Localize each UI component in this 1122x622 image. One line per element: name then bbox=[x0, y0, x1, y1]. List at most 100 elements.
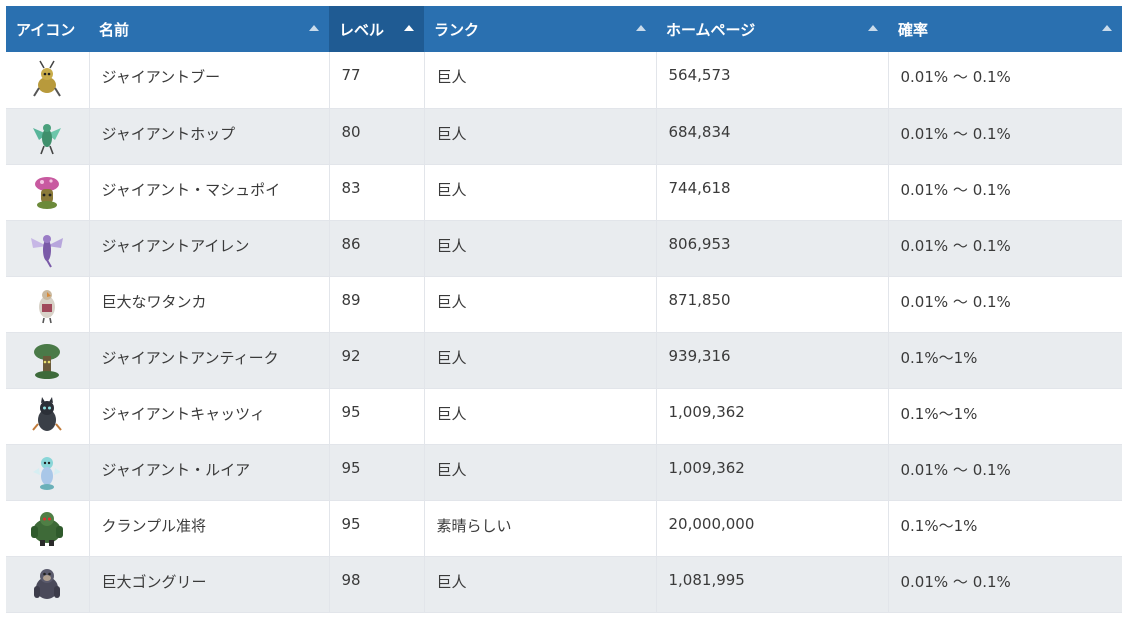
homepage-cell: 684,834 bbox=[656, 108, 889, 165]
hawk-monster-icon bbox=[39, 290, 56, 324]
column-header-homepage[interactable]: ホームページ bbox=[656, 6, 888, 52]
level-cell: 98 bbox=[329, 556, 425, 613]
name-cell: 巨大なワタンカ bbox=[89, 276, 330, 333]
sort-arrow-icon[interactable] bbox=[309, 25, 319, 31]
sort-arrow-icon[interactable] bbox=[1102, 25, 1112, 31]
probability-cell: 0.01% ～ 0.1% bbox=[888, 164, 1122, 221]
probability-cell: 0.01% ～ 0.1% bbox=[888, 276, 1122, 333]
table-row[interactable]: クランプル准将 95 素晴らしい 20,000,000 0.1%～1% bbox=[6, 500, 1122, 557]
homepage-cell: 806,953 bbox=[656, 220, 889, 277]
rank-cell: 巨人 bbox=[424, 276, 657, 333]
table-row[interactable]: 巨大ゴングリー 98 巨人 1,081,995 0.01% ～ 0.1% bbox=[6, 556, 1122, 613]
icon-cell bbox=[6, 556, 90, 613]
rank-cell: 巨人 bbox=[424, 556, 657, 613]
monster-table-container: アイコン 名前 レベル ランク ホームページ bbox=[6, 6, 1122, 613]
sort-arrow-icon[interactable] bbox=[404, 25, 414, 31]
icon-cell bbox=[6, 164, 90, 221]
column-header-name[interactable]: 名前 bbox=[89, 6, 329, 52]
icon-cell bbox=[6, 388, 90, 445]
winged-insect-monster-icon bbox=[33, 124, 62, 155]
table-row[interactable]: ジャイアントキャッツィ 95 巨人 1,009,362 0.1%～1% bbox=[6, 388, 1122, 445]
homepage-cell: 939,316 bbox=[656, 332, 889, 389]
level-cell: 95 bbox=[329, 500, 425, 557]
level-cell: 83 bbox=[329, 164, 425, 221]
icon-cell bbox=[6, 220, 90, 277]
name-cell: ジャイアントキャッツィ bbox=[89, 388, 330, 445]
homepage-cell: 1,081,995 bbox=[656, 556, 889, 613]
column-header-level[interactable]: レベル bbox=[329, 6, 424, 52]
table-row[interactable]: 巨大なワタンカ 89 巨人 871,850 0.01% ～ 0.1% bbox=[6, 276, 1122, 333]
gorilla-monster-icon bbox=[34, 569, 61, 599]
name-cell: 巨大ゴングリー bbox=[89, 556, 330, 613]
level-cell: 86 bbox=[329, 220, 425, 277]
icon-cell bbox=[6, 276, 90, 333]
name-cell: ジャイアントホップ bbox=[89, 108, 330, 165]
dragonfly-monster-icon bbox=[31, 235, 64, 268]
column-header-label: 確率 bbox=[898, 20, 929, 39]
homepage-cell: 564,573 bbox=[656, 52, 889, 109]
table-row[interactable]: ジャイアントアンティーク 92 巨人 939,316 0.1%～1% bbox=[6, 332, 1122, 389]
rank-cell: 巨人 bbox=[424, 108, 657, 165]
rank-cell: 巨人 bbox=[424, 220, 657, 277]
table-body: ジャイアントブー 77 巨人 564,573 0.01% ～ 0.1% ジャイアントホップ… bbox=[6, 52, 1122, 613]
column-header-label: アイコン bbox=[16, 20, 76, 39]
level-cell: 95 bbox=[329, 444, 425, 501]
rank-cell: 巨人 bbox=[424, 444, 657, 501]
table-header: アイコン 名前 レベル ランク ホームページ bbox=[6, 6, 1122, 52]
probability-cell: 0.1%～1% bbox=[888, 500, 1122, 557]
name-cell: ジャイアント・マシュポイ bbox=[89, 164, 330, 221]
homepage-cell: 1,009,362 bbox=[656, 388, 889, 445]
tree-monster-icon bbox=[34, 344, 61, 379]
rank-cell: 素晴らしい bbox=[424, 500, 657, 557]
name-cell: ジャイアント・ルイア bbox=[89, 444, 330, 501]
table-row[interactable]: ジャイアントブー 77 巨人 564,573 0.01% ～ 0.1% bbox=[6, 52, 1122, 109]
probability-cell: 0.1%～1% bbox=[888, 332, 1122, 389]
column-header-label: ランク bbox=[434, 20, 480, 39]
monster-table: アイコン 名前 レベル ランク ホームページ bbox=[6, 6, 1122, 613]
fairy-monster-icon bbox=[33, 457, 62, 490]
probability-cell: 0.01% ～ 0.1% bbox=[888, 108, 1122, 165]
name-cell: ジャイアントアンティーク bbox=[89, 332, 330, 389]
level-cell: 89 bbox=[329, 276, 425, 333]
homepage-cell: 1,009,362 bbox=[656, 444, 889, 501]
mushroom-monster-icon bbox=[35, 177, 60, 209]
probability-cell: 0.01% ～ 0.1% bbox=[888, 444, 1122, 501]
probability-cell: 0.1%～1% bbox=[888, 388, 1122, 445]
homepage-cell: 744,618 bbox=[656, 164, 889, 221]
rank-cell: 巨人 bbox=[424, 164, 657, 221]
table-row[interactable]: ジャイアントアイレン 86 巨人 806,953 0.01% ～ 0.1% bbox=[6, 220, 1122, 277]
rank-cell: 巨人 bbox=[424, 332, 657, 389]
icon-cell bbox=[6, 500, 90, 557]
name-cell: クランプル准将 bbox=[89, 500, 330, 557]
sort-arrow-icon[interactable] bbox=[868, 25, 878, 31]
probability-cell: 0.01% ～ 0.1% bbox=[888, 220, 1122, 277]
column-header-probability[interactable]: 確率 bbox=[888, 6, 1122, 52]
table-row[interactable]: ジャイアント・ルイア 95 巨人 1,009,362 0.01% ～ 0.1% bbox=[6, 444, 1122, 501]
column-header-label: 名前 bbox=[99, 20, 130, 39]
column-header-rank[interactable]: ランク bbox=[424, 6, 656, 52]
sort-arrow-icon[interactable] bbox=[636, 25, 646, 31]
rank-cell: 巨人 bbox=[424, 52, 657, 109]
ogre-monster-icon bbox=[31, 512, 64, 546]
probability-cell: 0.01% ～ 0.1% bbox=[888, 52, 1122, 109]
icon-cell bbox=[6, 444, 90, 501]
homepage-cell: 871,850 bbox=[656, 276, 889, 333]
icon-cell bbox=[6, 52, 90, 109]
icon-cell bbox=[6, 108, 90, 165]
cat-monster-icon bbox=[32, 397, 63, 431]
level-cell: 77 bbox=[329, 52, 425, 109]
level-cell: 92 bbox=[329, 332, 425, 389]
probability-cell: 0.01% ～ 0.1% bbox=[888, 556, 1122, 613]
column-header-icon[interactable]: アイコン bbox=[6, 6, 89, 52]
column-header-label: ホームページ bbox=[666, 20, 756, 39]
table-row[interactable]: ジャイアントホップ 80 巨人 684,834 0.01% ～ 0.1% bbox=[6, 108, 1122, 165]
name-cell: ジャイアントアイレン bbox=[89, 220, 330, 277]
column-header-label: レベル bbox=[339, 20, 385, 39]
table-row[interactable]: ジャイアント・マシュポイ 83 巨人 744,618 0.01% ～ 0.1% bbox=[6, 164, 1122, 221]
level-cell: 80 bbox=[329, 108, 425, 165]
rank-cell: 巨人 bbox=[424, 388, 657, 445]
level-cell: 95 bbox=[329, 388, 425, 445]
name-cell: ジャイアントブー bbox=[89, 52, 330, 109]
icon-cell bbox=[6, 332, 90, 389]
ant-bug-monster-icon bbox=[33, 60, 62, 97]
